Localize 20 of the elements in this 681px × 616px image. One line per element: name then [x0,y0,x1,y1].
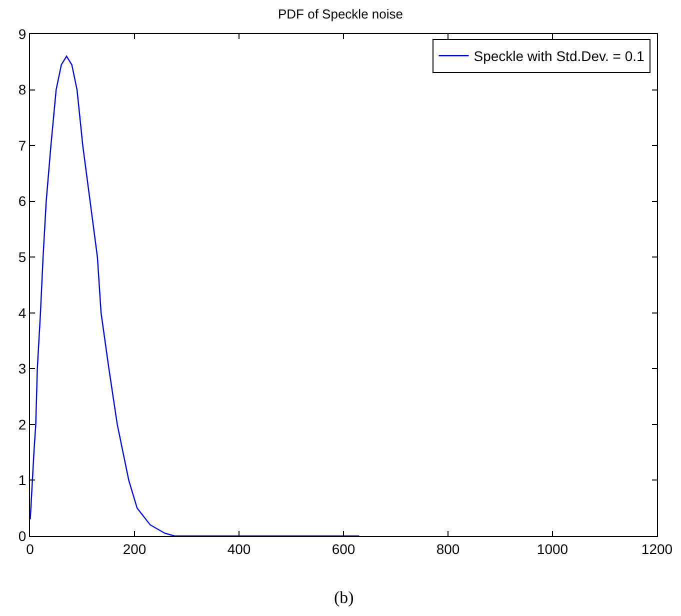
y-tick-label: 4 [18,304,26,321]
x-tick-label: 600 [332,540,356,557]
y-tick-label: 1 [18,472,26,488]
x-tick-label: 400 [227,540,251,557]
x-tick-label: 800 [436,540,460,557]
y-tick-label: 7 [18,137,26,154]
x-tick-label: 1200 [641,540,673,557]
text: (b) [334,588,354,607]
y-tick-label: 0 [18,528,26,544]
line-series [30,56,360,536]
y-tick-label: 2 [18,416,26,432]
y-tick-label: 8 [18,82,26,98]
y-tick-label: 3 [18,360,26,377]
x-tick-label: 1000 [536,540,568,557]
y-tick-label: 9 [18,26,26,42]
chart-title: PDF of Speckle noise [278,6,404,22]
y-tick-label: 6 [18,193,26,210]
legend-label: Speckle with Std.Dev. = 0.1 [474,48,644,64]
x-tick-label: 200 [122,540,146,557]
y-tick-label: 5 [18,249,26,266]
